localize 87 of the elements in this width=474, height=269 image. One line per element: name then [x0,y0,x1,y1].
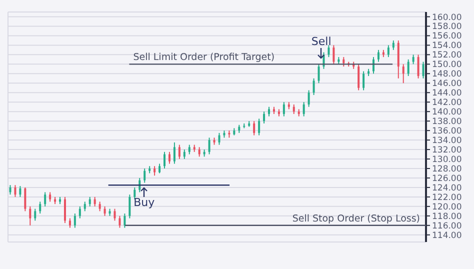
y-tick-label: 144.00 [432,88,462,99]
candlestick [158,163,161,174]
y-tick-label: 146.00 [432,79,462,90]
candlestick [183,149,186,160]
candlestick [178,144,180,160]
candlestick [173,142,176,164]
y-tick-label: 124.00 [432,183,462,194]
y-tick-label: 142.00 [432,98,462,108]
candlestick [49,192,52,202]
candlestick [302,102,305,117]
candlestick [407,58,410,77]
candlestick [402,64,404,84]
candlestick [118,215,121,228]
y-tick-label: 136.00 [432,126,462,137]
candlestick [164,151,166,169]
candlestick [114,208,116,222]
y-tick-label: 134.00 [432,136,462,146]
candlestick [328,44,330,58]
candlestick [218,132,220,146]
candlestick [68,218,71,228]
candlestick [332,44,335,65]
candlestick [14,184,16,198]
y-tick-label: 140.00 [432,108,462,118]
candlestick [253,120,256,136]
candlestick [84,201,86,212]
ref-line-label: Sell Limit Order (Profit Target) [133,52,275,64]
candlestick [263,111,266,124]
candlestick [24,186,26,212]
y-tick-label: 148.00 [432,70,462,80]
annotation: Sell [311,35,332,48]
candlestick [358,64,360,91]
candlestick [39,201,42,214]
candlestick [258,118,260,136]
y-tick-label: 138.00 [432,117,462,128]
y-tick-label: 118.00 [432,212,462,222]
candlestick [318,64,320,84]
y-tick-label: 158.00 [432,22,462,32]
candlestick [387,44,390,58]
candlestick [397,40,400,79]
y-tick-label: 152.00 [432,50,462,61]
candlestick [29,206,32,226]
y-tick-label: 120.00 [432,202,462,212]
candlestick [74,213,76,228]
candlestick [312,78,315,96]
candlestick [134,186,136,200]
y-tick-label: 126.00 [432,174,462,184]
candlestick [34,208,36,222]
candlestick [168,151,170,164]
candlestick [104,206,106,216]
candlestick [64,196,66,224]
candlestick [422,61,424,79]
candlestick [44,192,46,207]
y-tick-label: 116.00 [432,221,462,232]
y-tick-label: 114.00 [432,230,462,241]
candlestick [9,184,12,196]
candlestick [268,106,270,117]
candlestick [392,40,394,50]
candlestick [144,168,146,184]
y-tick-label: 150.00 [432,60,462,70]
candlestick [208,137,210,155]
y-tick-label: 156.00 [432,32,462,42]
y-tick-label: 122.00 [432,192,462,203]
candlestick [198,146,200,158]
candlestick [19,186,22,198]
y-tick-label: 160.00 [432,12,462,23]
candlestick [417,54,420,79]
candlestick [377,49,380,62]
candlestick [362,70,365,91]
candlestick [94,196,96,207]
y-tick-label: 130.00 [432,155,462,166]
candlestick [128,194,131,219]
candlestick [98,201,101,212]
candlestick [342,56,345,68]
ref-line-label: Sell Stop Order (Stop Loss) [292,213,420,224]
candlestick [292,104,295,114]
y-tick-label: 154.00 [432,41,462,52]
candlestick [188,144,190,155]
candlestick [412,54,414,65]
y-tick-label: 128.00 [432,164,462,175]
candlestick [124,213,126,228]
y-tick-label: 132.00 [432,146,462,156]
candlestick [154,166,156,176]
candlestick [78,206,81,219]
candlestick [308,90,310,108]
annotation: Buy [134,196,155,210]
candlestick [88,196,91,207]
candlestick [282,102,285,117]
